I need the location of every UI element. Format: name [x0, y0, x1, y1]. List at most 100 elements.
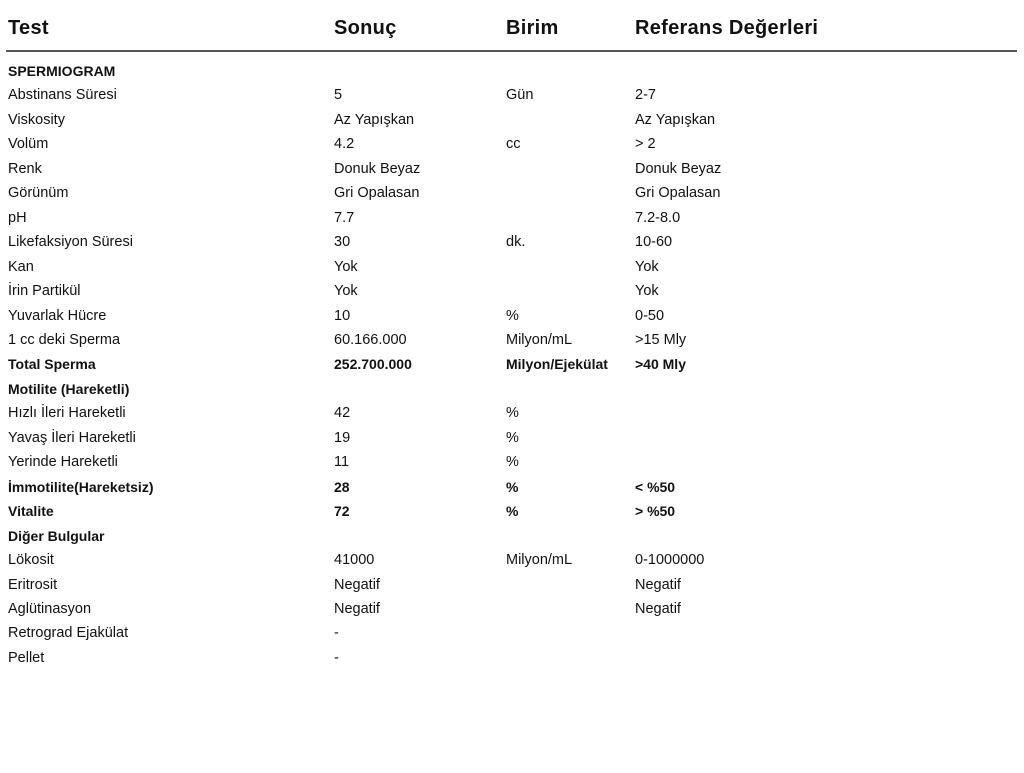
cell-test: Yuvarlak Hücre — [8, 307, 107, 324]
cell-test: Aglütinasyon — [8, 600, 92, 617]
cell-result: 7.7 — [334, 209, 355, 226]
cell-result: Donuk Beyaz — [334, 160, 421, 177]
cell-unit: % — [506, 454, 519, 471]
cell-result: 72 — [334, 503, 350, 520]
cell-test: Pellet — [8, 649, 45, 666]
cell-result: 11 — [334, 454, 350, 471]
table-row: Yavaş İleri Hareketli 19% — [0, 430, 1024, 454]
cell-reference: 7.2-8.0 — [635, 209, 681, 226]
table-row: İmmotilite(Hareketsiz) 28% < %50 — [0, 479, 1024, 503]
cell-unit: Gün — [506, 87, 534, 104]
cell-test: SPERMIOGRAM — [8, 63, 116, 79]
table-row: Aglütinasyon Negatif Negatif — [0, 601, 1024, 625]
table-row: Pellet - — [0, 650, 1024, 674]
cell-result: Gri Opalasan — [334, 185, 420, 202]
table-row: pH 7.7 7.2-8.0 — [0, 210, 1024, 234]
table-row: Likefaksiyon Süresi 30 dk. 10-60 — [0, 234, 1024, 258]
section-heading-row: Motilite (Hareketli) — [0, 381, 1024, 405]
cell-reference: > 2 — [635, 136, 656, 153]
cell-reference: Negatif — [635, 576, 681, 593]
cell-test: Yavaş İleri Hareketli — [8, 429, 136, 446]
cell-reference: < %50 — [635, 478, 676, 495]
table-row: Renk Donuk Beyaz Donuk Beyaz — [0, 161, 1024, 185]
cell-test: Görünüm — [8, 185, 69, 202]
cell-reference: Negatif — [635, 600, 681, 617]
table-row: İrin Partikül Yok Yok — [0, 283, 1024, 307]
cell-result: 252.700.000 — [334, 356, 412, 373]
table-row: Eritrosit Negatif Negatif — [0, 577, 1024, 601]
cell-result: - — [334, 625, 339, 642]
cell-test: Motilite (Hareketli) — [8, 380, 130, 397]
cell-result: 10 — [334, 307, 351, 324]
cell-test: pH — [8, 209, 27, 226]
cell-result: Negatif — [334, 576, 380, 593]
cell-reference: 10-60 — [635, 234, 673, 251]
table-row: Viskosity Az Yapışkan Az Yapışkan — [0, 112, 1024, 136]
cell-test: Yerinde Hareketli — [8, 454, 118, 471]
header-divider — [6, 50, 1017, 52]
cell-test: Total Sperma — [8, 356, 96, 373]
cell-test: Vitalite — [8, 503, 54, 520]
cell-test: Likefaksiyon Süresi — [8, 234, 133, 251]
section-heading-row: SPERMIOGRAM — [0, 63, 1024, 87]
table-row: Kan Yok Yok — [0, 259, 1024, 283]
cell-test: Abstinans Süresi — [8, 87, 117, 104]
cell-result: Negatif — [334, 600, 380, 617]
cell-unit: Milyon/Ejekülat — [506, 356, 608, 373]
cell-unit: % — [506, 307, 519, 324]
header-unit: Birim — [506, 17, 559, 39]
cell-test: Lökosit — [8, 552, 54, 569]
cell-test: Volüm — [8, 136, 49, 153]
table-row: Görünüm Gri Opalasan Gri Opalasan — [0, 185, 1024, 209]
table-row: Retrograd Ejakülat - — [0, 625, 1024, 649]
cell-test: Kan — [8, 258, 34, 275]
cell-result: 5 — [334, 87, 343, 104]
cell-reference: Az Yapışkan — [635, 111, 716, 128]
cell-unit: cc — [506, 136, 521, 153]
table-row: Hızlı İleri Hareketli 42% — [0, 405, 1024, 429]
cell-result: 60.166.000 — [334, 331, 407, 348]
cell-unit: Milyon/mL — [506, 331, 573, 348]
cell-test: İrin Partikül — [8, 283, 81, 300]
cell-result: 19 — [334, 429, 351, 446]
cell-reference: >15 Mly — [635, 331, 687, 348]
cell-reference: Donuk Beyaz — [635, 160, 722, 177]
cell-unit: % — [506, 503, 519, 520]
cell-test: İmmotilite(Hareketsiz) — [8, 478, 154, 495]
cell-reference: Gri Opalasan — [635, 185, 721, 202]
header-test: Test — [8, 17, 49, 39]
cell-result: 41000 — [334, 552, 375, 569]
table-row: Lökosit 41000 Milyon/mL 0-1000000 — [0, 552, 1024, 576]
cell-test: Viskosity — [8, 111, 65, 128]
cell-test: Eritrosit — [8, 576, 58, 593]
header-result: Sonuç — [334, 17, 397, 39]
cell-reference: 0-1000000 — [635, 552, 705, 569]
table-row: Abstinans Süresi 5 Gün 2-7 — [0, 87, 1024, 111]
table-header: Test Sonuç Birim Referans Değerleri — [0, 17, 1024, 45]
table-row: Vitalite 72% > %50 — [0, 503, 1024, 527]
cell-test: Retrograd Ejakülat — [8, 625, 129, 642]
cell-result: 4.2 — [334, 136, 355, 153]
cell-result: - — [334, 649, 339, 666]
cell-result: 28 — [334, 478, 350, 495]
table-row: 1 cc deki Sperma 60.166.000 Milyon/mL >15 M… — [0, 332, 1024, 356]
cell-result: Yok — [334, 283, 358, 300]
cell-result: 42 — [334, 405, 351, 422]
cell-test: Hızlı İleri Hareketli — [8, 405, 126, 422]
table-row: Volüm 4.2 cc > 2 — [0, 136, 1024, 160]
header-reference: Referans Değerleri — [635, 17, 819, 39]
table-row: Total Sperma 252.700.000 Milyon/Ejekülat >4… — [0, 356, 1024, 380]
cell-reference: > %50 — [635, 503, 676, 520]
table-row: Yerinde Hareketli 11% — [0, 454, 1024, 478]
cell-unit: % — [506, 405, 519, 422]
cell-result: Az Yapışkan — [334, 111, 415, 128]
cell-test: Renk — [8, 160, 42, 177]
cell-reference: Yok — [635, 258, 659, 275]
cell-reference: 2-7 — [635, 87, 656, 104]
cell-reference: Yok — [635, 283, 659, 300]
results-table: SPERMIOGRAM Abstinans Süresi 5 Gün 2-7 Viskos… — [0, 63, 1024, 674]
cell-unit: % — [506, 478, 519, 495]
cell-result: 30 — [334, 234, 351, 251]
cell-result: Yok — [334, 258, 358, 275]
cell-reference: 0-50 — [635, 307, 665, 324]
